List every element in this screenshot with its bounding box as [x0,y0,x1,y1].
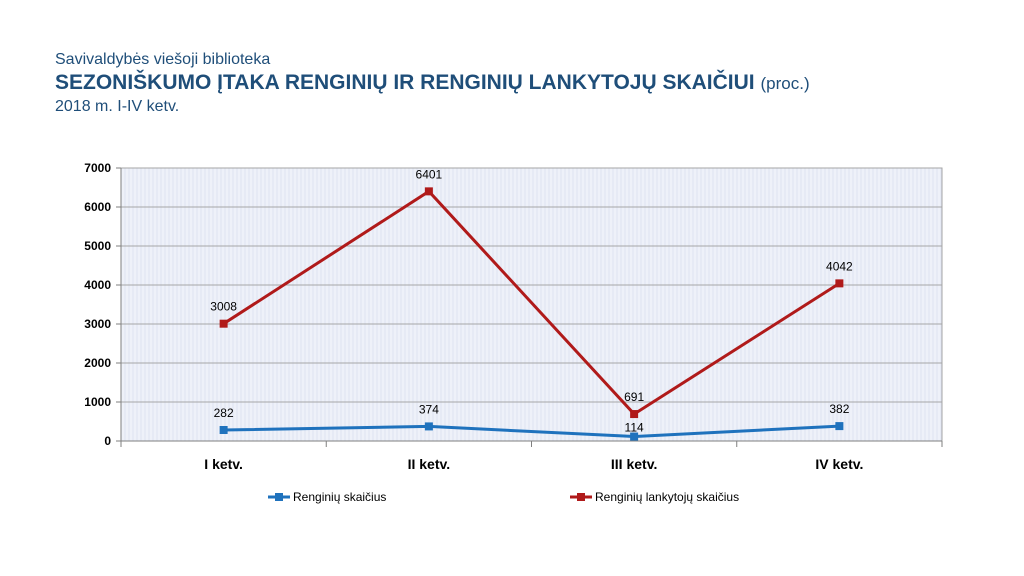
data-point [219,426,228,435]
y-tick-label: 3000 [84,317,111,331]
page-title: SEZONIŠKUMO ĮTAKA RENGINIŲ IR RENGINIŲ L… [55,70,810,97]
data-label: 114 [625,421,644,435]
data-label: 4042 [826,259,853,273]
legend-swatch-marker [577,493,585,501]
data-label: 374 [419,402,439,416]
x-tick-label: II ketv. [408,456,451,472]
data-point [835,279,844,288]
title-block: Savivaldybės viešoji biblioteka SEZONIŠK… [55,50,810,117]
y-tick-label: 6000 [84,200,111,214]
data-label: 382 [829,402,849,416]
legend-label: Renginių skaičius [293,490,386,504]
data-point [424,422,433,431]
title-unit: (proc.) [760,74,810,93]
series-line [223,424,840,439]
x-tick-label: IV ketv. [815,456,863,472]
y-tick-label: 0 [104,434,111,448]
series-line [222,189,841,416]
y-tick-label: 4000 [84,278,111,292]
data-point [835,422,844,431]
x-tick-label: III ketv. [611,456,657,472]
y-tick-label: 5000 [84,239,111,253]
period-label: 2018 m. I-IV ketv. [55,98,180,115]
y-tick-label: 2000 [84,356,111,370]
data-point [630,410,639,419]
data-label: 6401 [416,167,443,181]
page-subtitle: Savivaldybės viešoji biblioteka [55,51,271,68]
title-text: SEZONIŠKUMO ĮTAKA RENGINIŲ IR RENGINIŲ L… [55,71,755,94]
data-point [424,187,433,196]
data-label: 691 [624,390,644,404]
data-label: 3008 [210,300,237,314]
legend-label: Renginių lankytojų skaičius [595,490,739,504]
y-tick-label: 7000 [84,161,111,175]
data-point [219,319,228,328]
legend-swatch-marker [275,493,283,501]
y-tick-label: 1000 [84,395,111,409]
data-label: 282 [214,406,234,420]
x-tick-label: I ketv. [204,456,243,472]
data-point [630,432,639,441]
